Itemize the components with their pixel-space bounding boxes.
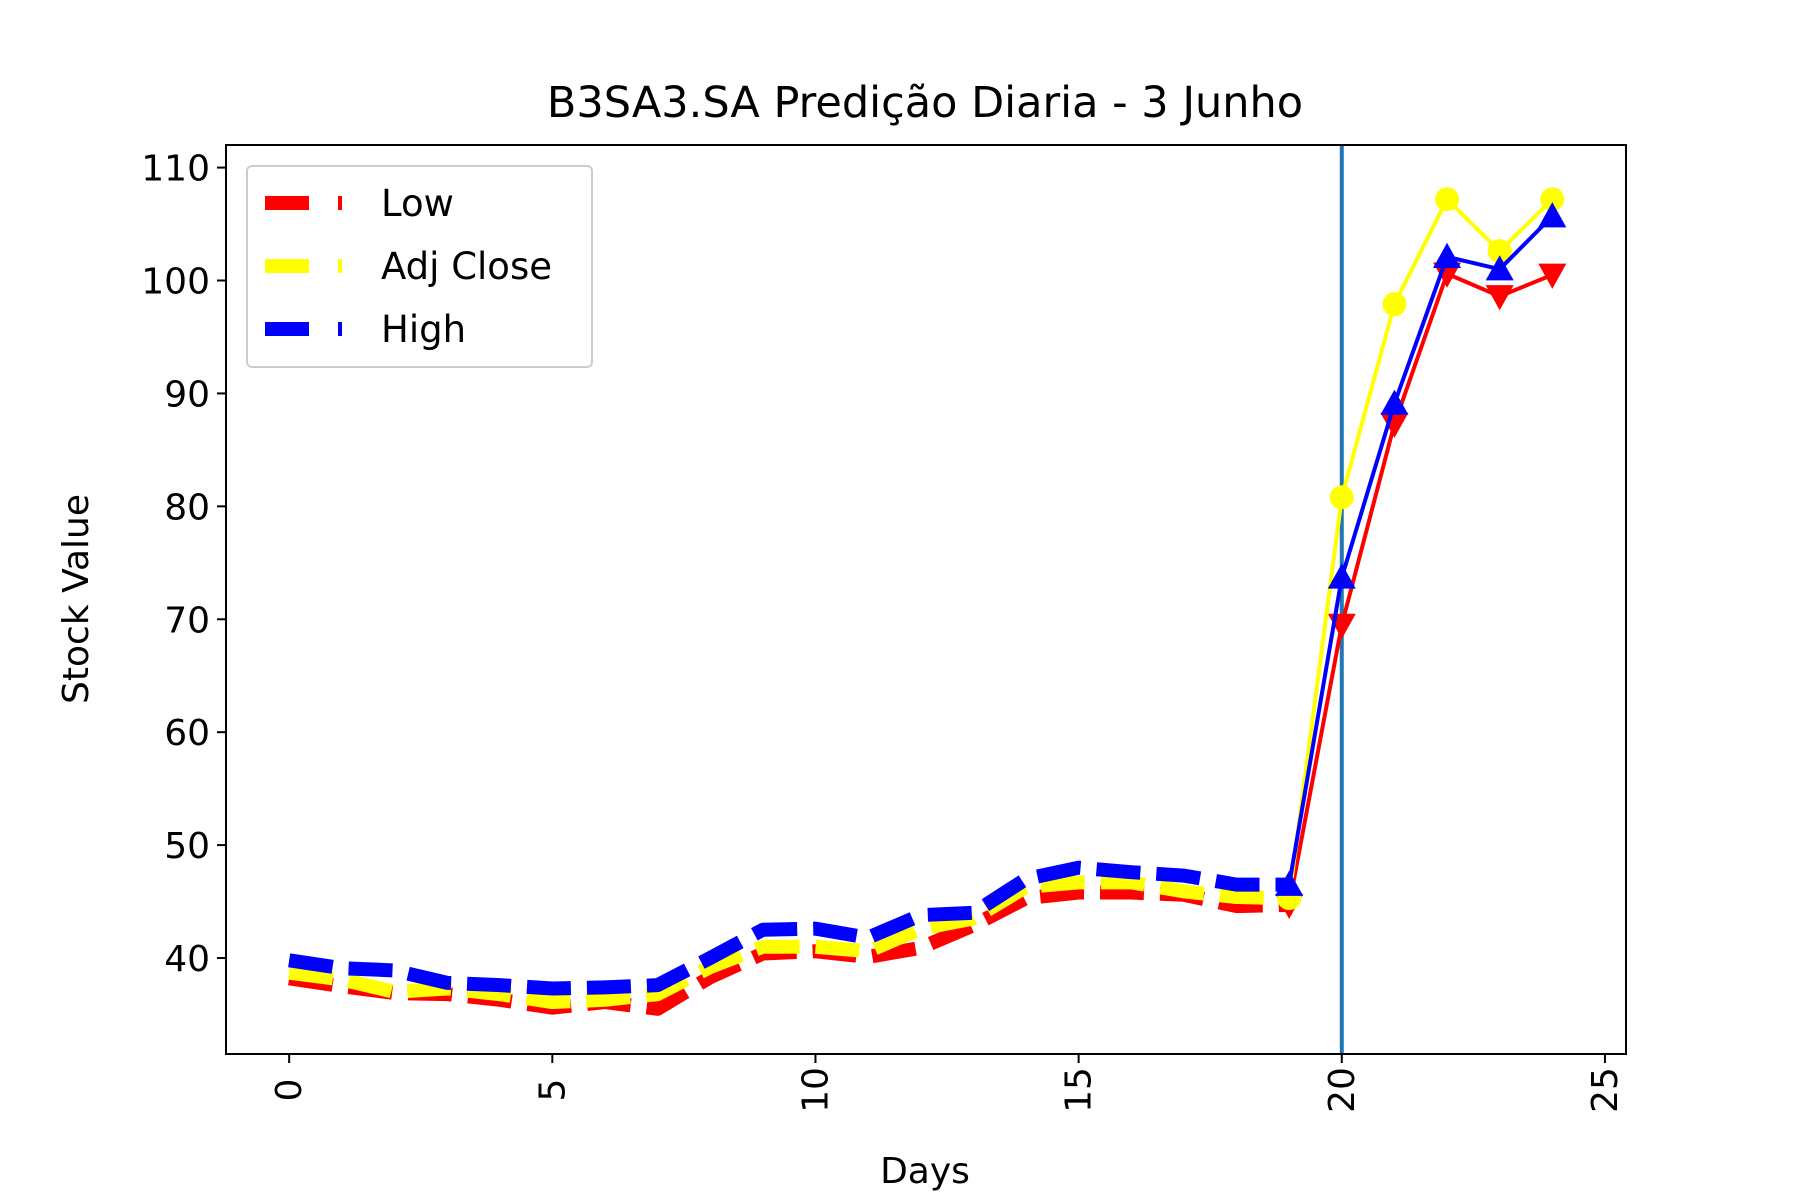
legend-label-low: Low [381,182,454,225]
data-point-adj-close [1382,292,1407,317]
legend-label-high: High [381,308,466,351]
y-tick-label: 60 [164,713,210,754]
x-tick-label: 15 [1059,1067,1100,1113]
data-point-high [1433,242,1462,268]
plot-area [288,145,1567,1054]
series-historical-adj-close [288,875,1290,1010]
x-axis-label: Days [880,1151,970,1192]
data-point-adj-close [1329,485,1354,510]
y-tick-label: 90 [164,374,210,415]
legend: Low Adj Close High [246,165,593,368]
series-predicted-high [1287,214,1554,885]
chart-title: B3SA3.SA Predição Diaria - 3 Junho [547,78,1303,128]
y-tick-label: 70 [164,600,210,641]
y-tick-label: 40 [164,939,210,980]
y-tick-label: 100 [141,262,210,303]
series-historical-high [288,860,1290,996]
data-point-low [1538,263,1567,289]
data-point-high [1380,389,1409,415]
data-point-high [1327,563,1356,589]
y-axis-label: Stock Value [56,494,97,704]
x-tick-label: 25 [1585,1067,1626,1113]
x-tick-label: 0 [269,1079,310,1102]
data-point-adj-close [1487,239,1512,264]
x-tick-label: 10 [795,1067,836,1113]
x-tick-label: 20 [1322,1067,1363,1113]
legend-label-adj-close: Adj Close [381,245,552,288]
data-point-low [1433,262,1462,288]
y-tick-label: 110 [141,149,210,190]
x-tick-label: 5 [532,1079,573,1102]
axis-ticks: 0 5 10 15 20 25 40 50 60 70 80 90 100 110 [141,149,1626,1113]
plot-frame [225,144,1627,1055]
data-point-adj-close [1435,187,1460,212]
data-point-high [1538,202,1567,228]
series-predicted-adj-close [1287,197,1554,899]
data-point-adj-close [1540,187,1565,212]
y-tick-label: 80 [164,487,210,528]
data-point-high [1485,255,1514,281]
data-point-high [1275,870,1304,896]
data-point-low [1485,285,1514,311]
y-tick-label: 50 [164,826,210,867]
data-point-low [1380,412,1409,438]
legend-box [246,165,593,368]
